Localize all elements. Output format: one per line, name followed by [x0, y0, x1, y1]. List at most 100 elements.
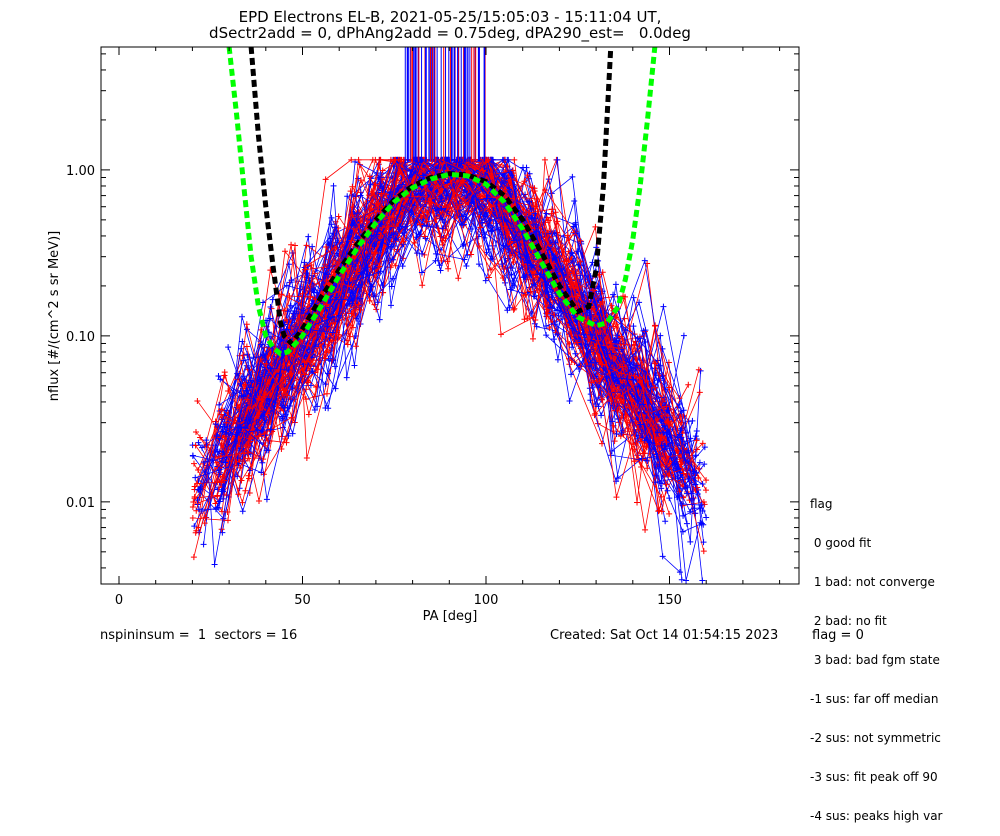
spectrum-point: [572, 221, 579, 228]
spectrum-point: [577, 258, 584, 265]
spectrum-point: [260, 352, 267, 359]
spectrum-point: [702, 487, 709, 494]
spectrum-point: [392, 262, 399, 269]
spectrum-point: [521, 316, 528, 323]
spectrum-point: [400, 238, 407, 245]
spectrum-point: [366, 297, 373, 304]
spectrum-point: [309, 243, 316, 250]
spectrum-point: [691, 505, 698, 512]
footer-flag: flag = 0: [812, 628, 864, 643]
spectrum-point: [328, 214, 335, 221]
x-tick-label: 150: [657, 593, 682, 608]
spectrum-point: [283, 439, 290, 446]
spectra-lines: [189, 156, 710, 584]
spectrum-point: [595, 337, 602, 344]
spectrum-point: [488, 203, 495, 210]
spectrum-point: [418, 250, 425, 257]
spectrum-point: [655, 508, 662, 515]
spectrum-point: [258, 395, 265, 402]
spectrum-point: [554, 356, 561, 363]
spectrum-point: [219, 495, 226, 502]
spectrum-point: [290, 310, 297, 317]
spectrum-point: [421, 197, 428, 204]
footer-created: Created: Sat Oct 14 01:54:15 2023: [550, 628, 779, 643]
spectrum-point: [685, 381, 692, 388]
spectrum-point: [432, 257, 439, 264]
spectrum-point: [682, 485, 689, 492]
spectrum-point: [288, 241, 295, 248]
spectrum-point: [463, 262, 470, 269]
spectrum-point: [199, 444, 206, 451]
spectrum-point: [305, 233, 312, 240]
spectrum-point: [373, 231, 380, 238]
spectrum-point: [243, 321, 250, 328]
spectrum-point: [678, 407, 685, 414]
spectrum-point: [331, 245, 338, 252]
spectrum-point: [444, 204, 451, 211]
spectrum-point: [348, 237, 355, 244]
spectrum-point: [615, 345, 622, 352]
spectrum-point: [613, 494, 620, 501]
spectrum-point: [489, 256, 496, 263]
spectrum-point: [256, 374, 263, 381]
spectrum-point: [545, 217, 552, 224]
spectrum-point: [256, 498, 263, 505]
spectrum-point: [215, 372, 222, 379]
spectrum-point: [257, 326, 264, 333]
spectrum-point: [550, 336, 557, 343]
spectrum-point: [225, 344, 232, 351]
spectrum-point: [442, 209, 449, 216]
spectrum-point: [693, 446, 700, 453]
spectrum-point: [326, 334, 333, 341]
spectrum-point: [349, 261, 356, 268]
spectrum-point: [483, 195, 490, 202]
spectrum-point: [333, 327, 340, 334]
spectrum-point: [573, 293, 580, 300]
spectrum-point: [260, 299, 267, 306]
spectrum-point: [467, 226, 474, 233]
spectrum-point: [289, 430, 296, 437]
spectrum-point: [376, 316, 383, 323]
spectrum-point: [520, 274, 527, 281]
spectrum-point: [459, 213, 466, 220]
spectrum-point: [586, 363, 593, 370]
spectrum-point: [700, 521, 707, 528]
spectrum-point: [195, 467, 202, 474]
spectrum-point: [264, 380, 271, 387]
spectrum-point: [468, 251, 475, 258]
spectrum-point: [501, 266, 508, 273]
spectrum-point: [211, 561, 218, 568]
spectrum-point: [613, 337, 620, 344]
spectrum-point: [531, 281, 538, 288]
spectrum-point: [332, 224, 339, 231]
legend-title: flag: [810, 497, 833, 511]
spectrum-point: [485, 274, 492, 281]
spectrum-point: [421, 233, 428, 240]
spectrum-point: [552, 239, 559, 246]
spectrum-point: [617, 398, 624, 405]
spectrum-point: [390, 214, 397, 221]
spectrum-point: [655, 411, 662, 418]
plot-frame: [100, 46, 800, 585]
spectrum-point: [700, 539, 707, 546]
spectrum-point: [242, 424, 249, 431]
spectrum-point: [637, 421, 644, 428]
spectrum-point: [269, 296, 276, 303]
spectrum-point: [284, 392, 291, 399]
spectrum-point: [240, 450, 247, 457]
spectrum-point: [191, 460, 197, 467]
spectrum-point: [664, 487, 671, 494]
spectrum-point: [357, 192, 364, 199]
spectrum-point: [243, 396, 250, 403]
legend-item: 1 bad: not converge: [810, 575, 935, 589]
spectrum-point: [638, 455, 645, 462]
spectrum-point: [303, 262, 310, 269]
spectrum-point: [642, 338, 649, 345]
spectrum-point: [676, 569, 683, 576]
spectrum-point: [301, 259, 308, 266]
spectrum-point: [216, 471, 223, 478]
spectrum-point: [485, 246, 492, 253]
spectrum-point: [593, 341, 600, 348]
spectrum-point: [569, 257, 576, 264]
spectrum-point: [611, 378, 618, 385]
